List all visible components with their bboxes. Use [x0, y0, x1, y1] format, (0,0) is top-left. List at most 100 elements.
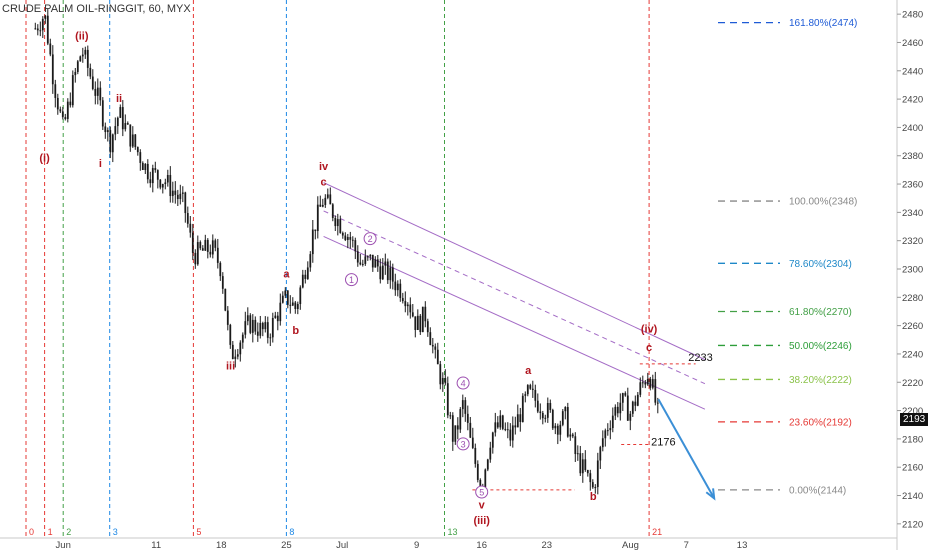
wave-label: (i) [39, 152, 50, 164]
candle-body [534, 389, 537, 401]
candle-body [394, 281, 397, 291]
wave-label: 5 [479, 488, 484, 498]
x-tick-label: 13 [737, 540, 748, 550]
candle-body [471, 437, 474, 448]
candle-body [146, 163, 149, 180]
price-annotation: 2176 [651, 437, 675, 449]
candle-body [201, 248, 204, 251]
candle-body [501, 415, 504, 429]
vertical-markers: 0 1 2 3 5 8 13 21 [25, 0, 662, 538]
y-tick-label: 2400 [902, 123, 923, 134]
candle-body [214, 240, 217, 248]
candle-body [414, 316, 417, 330]
candle-body [309, 254, 312, 268]
vertical-marker-label: 3 [113, 527, 118, 537]
candle-body [314, 229, 317, 232]
candle-body [111, 134, 114, 153]
candle-body [94, 89, 97, 96]
candle-body [234, 356, 237, 360]
candle-body [449, 415, 452, 417]
candle-body [456, 425, 459, 430]
candle-body [424, 306, 427, 322]
candle-body [406, 304, 409, 307]
x-tick-label: Jul [336, 540, 348, 550]
candle-body [441, 378, 444, 385]
candle-body [69, 101, 72, 106]
candle-body [39, 30, 42, 32]
candle-body [284, 290, 287, 296]
x-tick-label: Jun [56, 540, 71, 550]
candle-body [124, 123, 127, 130]
candle-body [236, 354, 239, 357]
candle-body [139, 152, 142, 163]
candle-body [496, 422, 499, 428]
y-tick-label: 2140 [902, 491, 923, 502]
candle-body [289, 304, 292, 306]
candle-body [369, 254, 372, 257]
candle-body [226, 310, 229, 325]
candle-body [654, 379, 657, 403]
candle-body [304, 274, 307, 279]
candle-body [134, 134, 137, 148]
candle-body [524, 394, 527, 396]
candle-body [621, 393, 624, 403]
candle-body [416, 315, 419, 330]
wave-label: c [646, 342, 652, 354]
candle-body [174, 190, 177, 195]
candle-body [419, 315, 422, 333]
wave-label: 4 [461, 379, 466, 389]
candle-body [531, 388, 534, 390]
candle-body [79, 56, 82, 62]
candle-body [564, 407, 567, 412]
fib-level-label: 0.00%(2144) [789, 485, 846, 496]
candle-body [476, 463, 479, 480]
candle-body [86, 49, 89, 68]
candle-body [386, 261, 389, 281]
candle-body [114, 126, 117, 135]
candle-body [511, 425, 514, 441]
x-tick-label: 18 [216, 540, 227, 550]
candle-body [396, 283, 399, 291]
candle-body [571, 434, 574, 437]
x-axis: Jun 11 18 25 Jul 9 16 23 Aug 7 13 [56, 540, 748, 550]
candle-body [321, 204, 324, 207]
candle-body [229, 324, 232, 345]
candle-body [71, 75, 74, 106]
candle-body [96, 87, 99, 96]
vertical-marker-label: 0 [29, 527, 34, 537]
candle-body [224, 288, 227, 311]
candle-body [196, 242, 199, 265]
candle-body [399, 283, 402, 299]
candle-body [266, 322, 269, 338]
candle-body [366, 256, 369, 258]
candle-body [646, 379, 649, 385]
candle-body [351, 239, 354, 241]
candle-body [129, 124, 132, 147]
candle-body [194, 252, 197, 265]
candle-body [76, 61, 79, 72]
candle-body [339, 219, 342, 233]
candle-body [474, 447, 477, 464]
candle-body [404, 301, 407, 307]
wave-label-circle [345, 273, 358, 287]
candle-body [436, 349, 439, 365]
wave-label: b [590, 491, 597, 503]
wave-label: c [321, 176, 327, 188]
wave-label: b [292, 325, 299, 337]
candle-body [101, 100, 104, 127]
vertical-marker-label: 21 [652, 527, 662, 537]
candle-body [596, 460, 599, 488]
candle-body [594, 487, 597, 489]
candle-body [264, 322, 267, 330]
wave-label-circle [456, 437, 470, 451]
candle-body [591, 482, 594, 488]
candle-body [636, 394, 639, 406]
candle-body [444, 378, 447, 384]
candle-body [166, 174, 169, 183]
candle-body [631, 401, 634, 414]
candle-body [589, 473, 592, 483]
candle-body [566, 407, 569, 437]
candle-body [504, 428, 507, 430]
candle-body [541, 412, 544, 419]
